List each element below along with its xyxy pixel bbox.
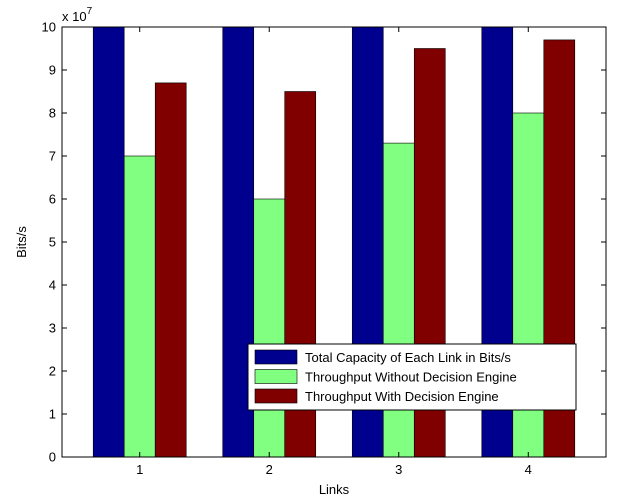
- bar-series-2-link-1: [123, 155, 156, 458]
- bar-series-2-link-2: [253, 198, 286, 458]
- legend-swatch-2: [254, 369, 298, 384]
- y-tick-label: 7: [49, 149, 56, 164]
- x-axis-label: Links: [319, 482, 350, 497]
- legend-label-1: Total Capacity of Each Link in Bits/s: [305, 350, 511, 365]
- bar-series-3-link-1: [154, 82, 187, 458]
- ticks-group: 0 1 2 3 4 5 6 7 8 9 10 1 2 3 4: [42, 20, 606, 477]
- x-tick-label: 1: [136, 462, 143, 477]
- legend-swatch-3: [254, 388, 298, 404]
- y-tick-label: 0: [49, 450, 56, 465]
- y-tick-label: 6: [49, 192, 56, 207]
- legend: Total Capacity of Each Link in Bits/s Thr…: [247, 343, 577, 411]
- legend-swatch-1: [254, 349, 298, 365]
- bar-series-1-link-1: [92, 26, 125, 458]
- x-tick-label: 2: [266, 462, 273, 477]
- y-tick-label: 1: [49, 407, 56, 422]
- legend-label-3: Throughput With Decision Engine: [305, 389, 499, 404]
- exponent-base: x 10: [62, 9, 87, 24]
- y-axis-exponent-label: x 107: [62, 6, 93, 24]
- x-tick-label: 4: [525, 462, 532, 477]
- x-tick-label: 3: [395, 462, 402, 477]
- legend-box: [247, 343, 577, 411]
- y-tick-label: 10: [42, 20, 56, 35]
- y-tick-label: 4: [49, 278, 56, 293]
- y-tick-label: 2: [49, 364, 56, 379]
- y-tick-label: 5: [49, 235, 56, 250]
- y-tick-label: 3: [49, 321, 56, 336]
- exponent-power: 7: [87, 6, 93, 17]
- legend-label-2: Throughput Without Decision Engine: [305, 370, 517, 385]
- y-tick-label: 9: [49, 63, 56, 78]
- y-axis-label: Bits/s: [14, 226, 29, 258]
- y-tick-label: 8: [49, 106, 56, 121]
